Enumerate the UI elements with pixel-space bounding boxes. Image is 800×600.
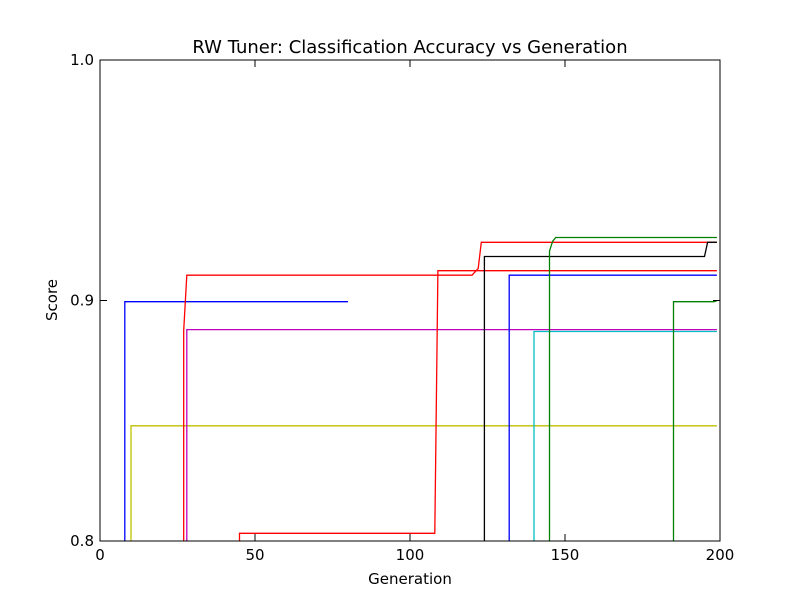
series-line-7	[508, 274, 717, 541]
y-tick-label: 0.8	[70, 532, 94, 550]
y-tick-label: 1.0	[70, 51, 94, 69]
chart-title: RW Tuner: Classification Accuracy vs Gen…	[192, 37, 627, 58]
x-tick-label: 50	[245, 546, 264, 564]
series-line-10	[672, 300, 718, 541]
x-axis-label: Generation	[368, 570, 452, 588]
series-line-2	[130, 425, 717, 541]
y-axis-label: Score	[43, 279, 61, 321]
series-line-1	[124, 301, 348, 541]
series-line-3	[183, 241, 717, 541]
series-line-6	[483, 241, 717, 541]
series-line-9	[548, 236, 717, 541]
x-tick-label: 0	[95, 546, 105, 564]
series-line-4	[186, 328, 717, 541]
y-tick-label: 0.9	[70, 292, 94, 310]
series-line-8	[533, 330, 717, 541]
x-tick-label: 100	[396, 546, 425, 564]
axis-ticks: 0 50 100 150 200 0.8 0.9 1.0	[70, 51, 734, 564]
x-tick-label: 200	[706, 546, 735, 564]
plot-lines	[124, 236, 718, 541]
series-line-5	[238, 270, 717, 541]
plot-frame	[99, 59, 721, 542]
x-tick-label: 150	[551, 546, 580, 564]
